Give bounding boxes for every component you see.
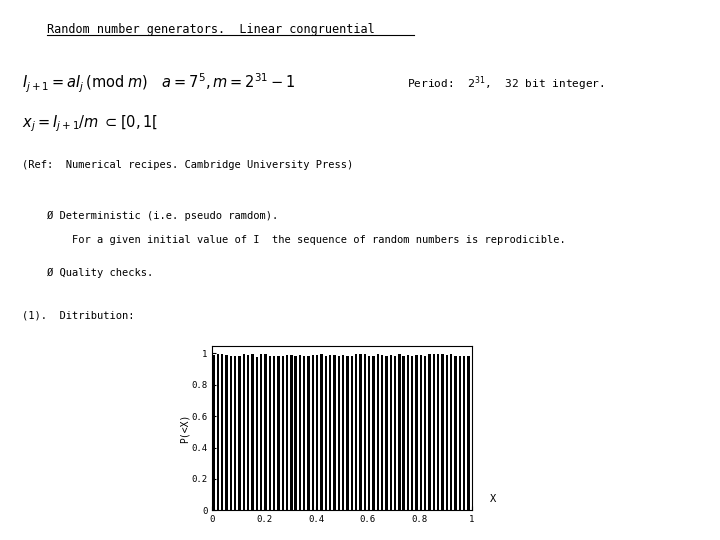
Bar bbox=[402, 356, 405, 510]
Bar bbox=[286, 355, 288, 510]
Bar bbox=[420, 355, 422, 510]
Bar bbox=[269, 356, 271, 510]
Y-axis label: P(<X): P(<X) bbox=[180, 413, 190, 443]
Bar bbox=[243, 354, 245, 510]
Bar bbox=[230, 356, 232, 510]
Text: (1).  Ditribution:: (1). Ditribution: bbox=[22, 311, 134, 321]
Bar bbox=[342, 355, 344, 510]
Text: $x_j=I_{j+1}/m\;\subset[0,1[$: $x_j=I_{j+1}/m\;\subset[0,1[$ bbox=[22, 114, 158, 134]
Bar bbox=[299, 355, 301, 510]
Bar bbox=[450, 354, 452, 510]
Bar bbox=[316, 355, 318, 510]
Text: For a given initial value of I  the sequence of random numbers is reprodicible.: For a given initial value of I the seque… bbox=[47, 235, 565, 245]
Bar bbox=[446, 355, 448, 510]
Bar bbox=[212, 355, 215, 510]
Bar bbox=[433, 354, 435, 510]
Bar bbox=[424, 356, 426, 510]
Bar bbox=[290, 355, 292, 510]
Bar bbox=[251, 354, 253, 510]
Bar bbox=[247, 355, 249, 510]
Bar bbox=[394, 356, 396, 510]
Bar bbox=[238, 356, 240, 510]
Bar bbox=[381, 355, 383, 510]
Bar bbox=[325, 356, 327, 510]
Bar bbox=[264, 354, 266, 510]
Bar bbox=[282, 356, 284, 510]
Bar bbox=[217, 354, 219, 510]
Bar bbox=[333, 355, 336, 510]
Bar bbox=[385, 356, 387, 510]
Bar bbox=[359, 354, 361, 510]
Bar bbox=[329, 355, 331, 510]
Bar bbox=[463, 356, 465, 510]
Bar bbox=[346, 356, 348, 510]
Bar bbox=[368, 356, 370, 510]
Bar bbox=[441, 354, 444, 510]
Text: Ø Deterministic (i.e. pseudo ramdom).: Ø Deterministic (i.e. pseudo ramdom). bbox=[47, 211, 278, 221]
Bar bbox=[411, 356, 413, 510]
Bar bbox=[294, 356, 297, 510]
Bar bbox=[320, 354, 323, 510]
Text: Random number generators.  Linear congruential: Random number generators. Linear congrue… bbox=[47, 23, 374, 36]
Bar bbox=[338, 356, 340, 510]
Text: Ø Quality checks.: Ø Quality checks. bbox=[47, 268, 153, 278]
Bar bbox=[459, 356, 461, 510]
Bar bbox=[390, 355, 392, 510]
Bar bbox=[221, 354, 223, 510]
Bar bbox=[372, 356, 374, 510]
Bar bbox=[467, 355, 469, 510]
Bar bbox=[307, 356, 310, 510]
Bar bbox=[260, 354, 262, 510]
Bar bbox=[415, 355, 418, 510]
Text: (Ref:  Numerical recipes. Cambridge University Press): (Ref: Numerical recipes. Cambridge Unive… bbox=[22, 160, 353, 170]
Bar bbox=[273, 356, 275, 510]
Text: Period:  $2^{31}$,  32 bit integer.: Period: $2^{31}$, 32 bit integer. bbox=[407, 75, 604, 93]
Bar bbox=[364, 354, 366, 510]
Text: $I_{j+1}=aI_j\,(\mathrm{mod}\;m)\quad a=7^5,m=2^{31}-1$: $I_{j+1}=aI_j\,(\mathrm{mod}\;m)\quad a=… bbox=[22, 72, 295, 96]
Bar bbox=[377, 354, 379, 510]
Bar bbox=[398, 354, 400, 510]
Text: X: X bbox=[490, 494, 496, 504]
Bar bbox=[256, 356, 258, 510]
Bar bbox=[437, 354, 439, 510]
Bar bbox=[454, 356, 456, 510]
Bar bbox=[277, 356, 279, 510]
Bar bbox=[234, 356, 236, 510]
Bar bbox=[312, 355, 314, 510]
Bar bbox=[407, 354, 409, 510]
Bar bbox=[428, 354, 431, 510]
Bar bbox=[351, 356, 353, 510]
Bar bbox=[225, 355, 228, 510]
Bar bbox=[303, 356, 305, 510]
Bar bbox=[355, 354, 357, 510]
